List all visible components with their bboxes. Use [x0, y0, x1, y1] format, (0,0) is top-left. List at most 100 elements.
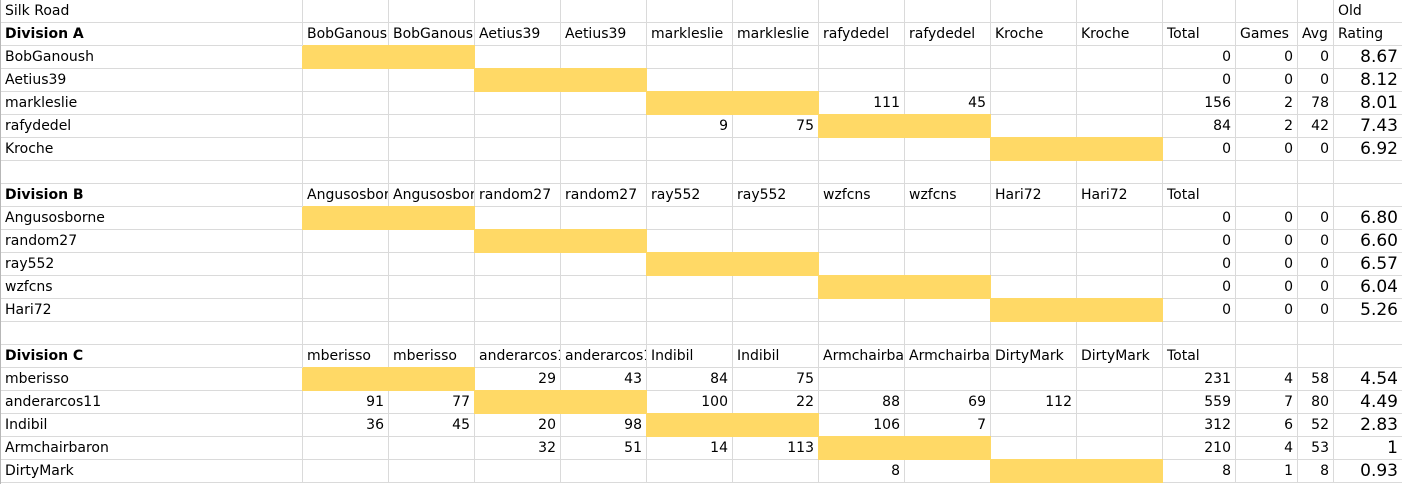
score-cell[interactable] [475, 299, 561, 322]
avg-cell[interactable]: 80 [1298, 391, 1334, 414]
score-cell[interactable] [561, 207, 647, 230]
rating-cell[interactable]: 7.43 [1334, 115, 1402, 138]
score-cell[interactable] [991, 253, 1077, 276]
total-cell[interactable]: 156 [1163, 92, 1236, 115]
total-cell[interactable]: 210 [1163, 437, 1236, 460]
score-cell[interactable] [475, 115, 561, 138]
player-name-cell[interactable]: anderarcos11 [1, 391, 303, 414]
score-cell[interactable] [991, 115, 1077, 138]
score-cell[interactable] [389, 69, 475, 92]
score-cell[interactable]: 14 [647, 437, 733, 460]
score-cell[interactable] [991, 368, 1077, 391]
empty-cell[interactable] [1298, 0, 1334, 23]
self-match-cell[interactable] [1077, 138, 1163, 161]
score-cell[interactable] [905, 460, 991, 483]
sheet-title-cell[interactable]: Silk Road [1, 0, 303, 23]
score-cell[interactable] [991, 207, 1077, 230]
opponent-header-cell[interactable]: Indibil [733, 345, 819, 368]
opponent-header-cell[interactable]: Kroche [991, 23, 1077, 46]
score-cell[interactable] [905, 207, 991, 230]
avg-cell[interactable]: 42 [1298, 115, 1334, 138]
empty-cell[interactable] [561, 0, 647, 23]
score-cell[interactable] [991, 437, 1077, 460]
score-cell[interactable] [475, 46, 561, 69]
score-cell[interactable] [905, 253, 991, 276]
total-header-cell[interactable]: Total [1163, 345, 1236, 368]
self-match-cell[interactable] [733, 414, 819, 437]
avg-cell[interactable]: 78 [1298, 92, 1334, 115]
total-header-cell[interactable]: Total [1163, 23, 1236, 46]
opponent-header-cell[interactable]: markleslie [647, 23, 733, 46]
opponent-header-cell[interactable]: DirtyMark [991, 345, 1077, 368]
score-cell[interactable]: 29 [475, 368, 561, 391]
opponent-header-cell[interactable]: Aetius39 [561, 23, 647, 46]
empty-cell[interactable] [475, 0, 561, 23]
self-match-cell[interactable] [991, 138, 1077, 161]
score-cell[interactable]: 43 [561, 368, 647, 391]
games-cell[interactable]: 0 [1236, 253, 1298, 276]
score-cell[interactable] [1077, 253, 1163, 276]
rating-cell[interactable]: 6.57 [1334, 253, 1402, 276]
player-name-cell[interactable]: markleslie [1, 92, 303, 115]
rating-cell[interactable]: 6.80 [1334, 207, 1402, 230]
self-match-cell[interactable] [561, 69, 647, 92]
self-match-cell[interactable] [389, 207, 475, 230]
total-cell[interactable]: 312 [1163, 414, 1236, 437]
total-cell[interactable]: 0 [1163, 69, 1236, 92]
games-cell[interactable]: 7 [1236, 391, 1298, 414]
score-cell[interactable]: 88 [819, 391, 905, 414]
score-cell[interactable] [647, 46, 733, 69]
self-match-cell[interactable] [905, 276, 991, 299]
score-cell[interactable] [819, 69, 905, 92]
score-cell[interactable] [1077, 46, 1163, 69]
opponent-header-cell[interactable]: anderarcos11 [561, 345, 647, 368]
games-cell[interactable]: 2 [1236, 115, 1298, 138]
score-cell[interactable]: 106 [819, 414, 905, 437]
rating-cell[interactable]: 8.01 [1334, 92, 1402, 115]
self-match-cell[interactable] [561, 391, 647, 414]
empty-cell[interactable] [1163, 161, 1236, 184]
score-cell[interactable] [905, 138, 991, 161]
opponent-header-cell[interactable]: rafydedel [905, 23, 991, 46]
games-cell[interactable]: 0 [1236, 46, 1298, 69]
score-cell[interactable] [389, 276, 475, 299]
score-cell[interactable] [733, 69, 819, 92]
score-cell[interactable] [303, 460, 389, 483]
opponent-header-cell[interactable]: random27 [475, 184, 561, 207]
rating-header-cell[interactable] [1334, 345, 1402, 368]
score-cell[interactable] [1077, 207, 1163, 230]
score-cell[interactable] [647, 299, 733, 322]
opponent-header-cell[interactable]: ray552 [647, 184, 733, 207]
avg-cell[interactable]: 0 [1298, 138, 1334, 161]
division-name-cell[interactable]: Division B [1, 184, 303, 207]
score-cell[interactable] [1077, 276, 1163, 299]
rating-cell[interactable]: 2.83 [1334, 414, 1402, 437]
games-cell[interactable]: 1 [1236, 460, 1298, 483]
self-match-cell[interactable] [475, 391, 561, 414]
self-match-cell[interactable] [303, 207, 389, 230]
score-cell[interactable] [561, 138, 647, 161]
avg-cell[interactable]: 0 [1298, 230, 1334, 253]
empty-cell[interactable] [1077, 0, 1163, 23]
score-cell[interactable] [475, 92, 561, 115]
score-cell[interactable] [561, 92, 647, 115]
score-cell[interactable] [991, 46, 1077, 69]
opponent-header-cell[interactable]: Angusosborne [389, 184, 475, 207]
games-cell[interactable]: 6 [1236, 414, 1298, 437]
opponent-header-cell[interactable]: DirtyMark [1077, 345, 1163, 368]
score-cell[interactable] [389, 437, 475, 460]
score-cell[interactable]: 32 [475, 437, 561, 460]
score-cell[interactable]: 22 [733, 391, 819, 414]
self-match-cell[interactable] [733, 253, 819, 276]
empty-cell[interactable] [647, 322, 733, 345]
score-cell[interactable] [475, 207, 561, 230]
avg-header-cell[interactable] [1298, 345, 1334, 368]
score-cell[interactable] [991, 230, 1077, 253]
empty-cell[interactable] [1236, 322, 1298, 345]
score-cell[interactable] [475, 253, 561, 276]
empty-cell[interactable] [561, 322, 647, 345]
self-match-cell[interactable] [991, 299, 1077, 322]
empty-cell[interactable] [1236, 161, 1298, 184]
opponent-header-cell[interactable]: Kroche [1077, 23, 1163, 46]
score-cell[interactable] [647, 230, 733, 253]
